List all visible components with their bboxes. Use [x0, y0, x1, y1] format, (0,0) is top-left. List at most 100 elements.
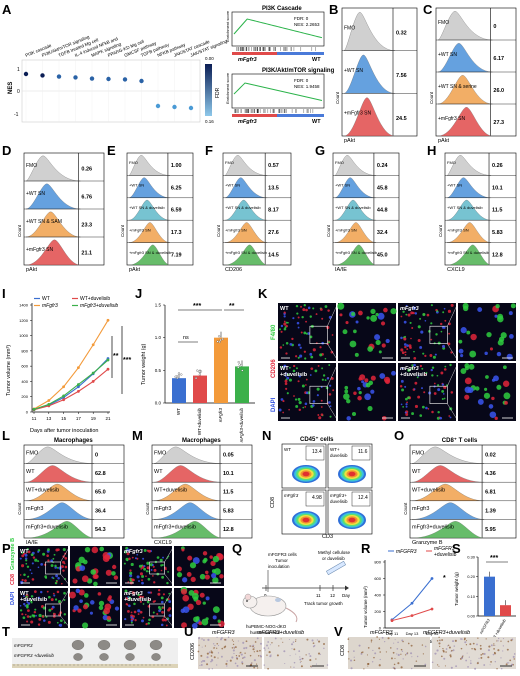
cell [278, 328, 282, 331]
ihc-stain [198, 637, 201, 640]
ihc-stain [422, 653, 425, 655]
cell [26, 615, 30, 618]
panel-i-legend-label: WT [42, 296, 50, 302]
cell [20, 580, 24, 585]
panel-i-legend-label: mFgfr3+duvelisib [80, 303, 118, 309]
panel-a-dot [172, 104, 177, 110]
cell [30, 595, 34, 598]
panel-j-point [198, 373, 201, 376]
ihc-stain [469, 662, 472, 665]
flow-row-label: mFgfr3 [154, 506, 171, 512]
flow-panel-e: E FMO 1.00 +WT SN 6.25 +WT SN & duvelisib 6.59… [107, 143, 194, 273]
panel-i-series [32, 318, 110, 412]
panel-j-point [175, 375, 178, 378]
cell [504, 401, 508, 405]
flow-row-value: 5.83 [492, 230, 503, 236]
flow-row-value: 0.57 [268, 163, 279, 169]
cell [166, 581, 169, 585]
cell [370, 314, 378, 322]
cell [337, 302, 345, 310]
flow-row-value: 44.8 [377, 208, 388, 214]
cell [320, 406, 323, 408]
ihc-stain [439, 645, 441, 648]
flow-row-label: +WT SN [447, 183, 462, 188]
ihc-stain [207, 638, 210, 641]
ihc-stain [454, 639, 457, 642]
cell [304, 357, 307, 360]
panel-j-ytick-label: 0.0 [155, 401, 162, 406]
ihc-stain [206, 652, 209, 655]
cell [324, 305, 328, 308]
fluorescence-label: WT [20, 549, 29, 555]
cell [130, 619, 133, 623]
cell [82, 604, 89, 610]
cell [343, 393, 350, 400]
cell [156, 612, 159, 616]
cell [152, 574, 154, 577]
cell [130, 562, 134, 567]
cell [159, 608, 162, 611]
zoom-line [447, 362, 459, 387]
panel-k-channel-green: F4/80 [271, 324, 277, 340]
flow-histogram [153, 483, 223, 501]
cell [145, 575, 147, 578]
cell [355, 320, 359, 324]
ihc-stain [438, 636, 440, 639]
panel-r-legend-label: mFGFR3 [396, 549, 417, 555]
ihc-stain [266, 644, 268, 647]
cell [353, 391, 357, 395]
panel-j-category: mFgfr3+duvelisib [239, 408, 244, 443]
panel-n-plot-label: duvelisib [330, 499, 348, 504]
cell [329, 405, 332, 408]
ihc-stain [502, 645, 505, 647]
flow-histogram [334, 244, 376, 266]
cell [41, 615, 45, 618]
flow-histogram [25, 521, 95, 539]
cell [314, 369, 318, 373]
cell [467, 387, 474, 394]
ihc-stain [252, 648, 255, 651]
ihc-stain [197, 650, 200, 653]
cell [443, 326, 446, 329]
cell [26, 599, 29, 602]
cell [414, 312, 418, 315]
ihc-stain [452, 649, 455, 652]
flow-row-label: mFgfr3+duvelisib [26, 525, 68, 531]
cell [126, 548, 130, 552]
panel-t: T mFGFR3 mFGFR3 +duvelisib [2, 624, 178, 668]
flow-panel-b: B FMO 0.32 +WT SN 7.56 +mFgfr3 SN 24.5 Count pAk… [329, 2, 418, 144]
cell [319, 308, 323, 311]
panel-a-dot [122, 77, 128, 82]
cell [440, 371, 444, 375]
flow-row-value: 13.5 [268, 185, 279, 191]
ihc-stain [400, 648, 403, 651]
cell [284, 372, 287, 375]
cell [283, 364, 287, 368]
ihc-stain [213, 656, 216, 659]
flow-ylabel: Count [438, 224, 443, 237]
panel-n-gate [351, 491, 371, 507]
gsea-ylabel: Enrichment score [225, 10, 230, 42]
panel-k-channel-red: CD206 [271, 359, 277, 378]
ihc-stain [233, 652, 235, 655]
cell [305, 384, 307, 386]
timeline-arrow-icon [345, 585, 349, 591]
ihc-stain [467, 666, 469, 668]
flow-panel-g: G FMO 0.24 +WT SN 45.8 +WT SN & duvelisib 44.8… [315, 143, 400, 273]
ihc-stain [448, 644, 450, 646]
cell [417, 325, 421, 329]
cell [56, 590, 60, 594]
flow-panel-m: M Macrophages FMO 0.05 WT 10.1 WT+duvelisib 11.… [132, 428, 253, 546]
cell [413, 357, 417, 360]
cell [44, 575, 47, 578]
panel-r-legend: mFGFR3 mFGFR3+duvelisib [388, 546, 457, 558]
cell [212, 615, 217, 620]
ihc-stain [213, 647, 216, 649]
cell [417, 395, 421, 399]
gsea-nes: NES: 2.2653 [294, 22, 320, 27]
cell [52, 592, 55, 595]
panel-j-point [237, 366, 240, 369]
cell [317, 414, 320, 416]
cell [63, 562, 66, 565]
ihc-stain [305, 654, 307, 656]
